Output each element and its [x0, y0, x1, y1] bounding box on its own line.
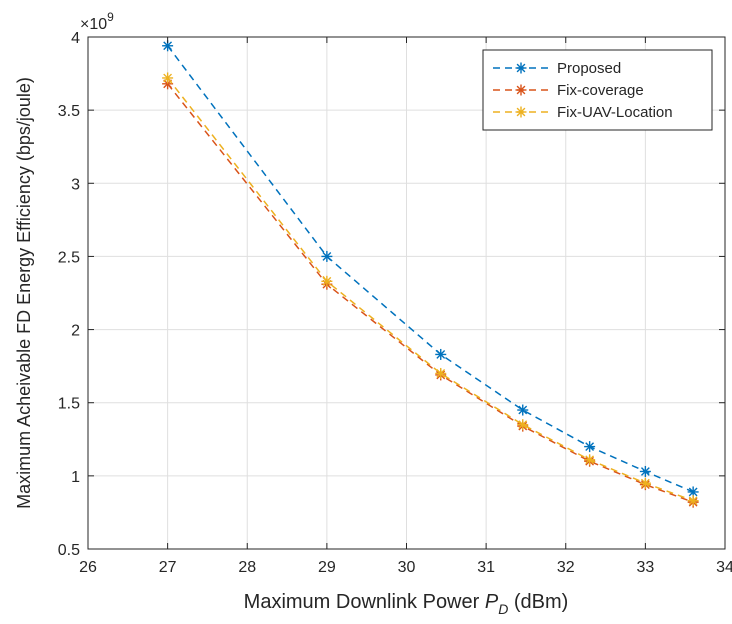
y-exponent-label: ×109	[80, 10, 114, 33]
x-tick-label: 29	[318, 559, 336, 576]
data-point-marker	[639, 465, 651, 477]
data-point-marker	[687, 495, 699, 507]
data-point-marker	[584, 441, 596, 453]
y-tick-label: 3	[71, 176, 80, 193]
marker-stroke	[436, 350, 446, 359]
marker-stroke	[163, 41, 173, 51]
data-point-marker	[321, 250, 333, 262]
marker-stroke	[585, 455, 595, 465]
series-layer	[162, 40, 699, 508]
y-tick-label: 0.5	[58, 542, 80, 559]
legend-label: Proposed	[557, 60, 621, 77]
legend-label: Fix-coverage	[557, 82, 644, 99]
legend-marker	[515, 106, 527, 118]
series-proposed	[162, 40, 699, 498]
x-axis-label-prefix: Maximum Downlink Power	[244, 591, 485, 613]
data-point-marker	[584, 454, 596, 466]
x-tick-label: 26	[79, 559, 97, 576]
x-axis-label-suffix: (dBm)	[508, 591, 568, 613]
y-tick-label: 2.5	[58, 249, 80, 266]
marker-stroke	[516, 85, 526, 95]
marker-stroke	[516, 107, 526, 117]
x-tick-label: 33	[636, 559, 654, 576]
y-tick-label: 3.5	[58, 103, 80, 120]
data-point-marker	[435, 348, 447, 360]
y-exponent-power: 9	[107, 10, 114, 24]
marker-stroke	[640, 467, 650, 476]
marker-stroke	[688, 496, 698, 506]
y-tick-label: 2	[71, 323, 80, 340]
data-point-marker	[517, 404, 529, 416]
marker-stroke	[518, 420, 528, 430]
data-point-marker	[435, 367, 447, 379]
y-tick-label: 1	[71, 469, 80, 486]
y-tick-label: 4	[71, 30, 80, 47]
tick-labels: 26 27 28 29 30 31 32 33 34 0.5 1 1.5 2 2.5 3 3.5 4	[58, 30, 732, 576]
x-axis-label-sub: D	[498, 601, 508, 617]
data-point-marker	[321, 275, 333, 287]
x-tick-label: 31	[477, 559, 495, 576]
x-tick-label: 32	[557, 559, 575, 576]
series-fix-uav-location	[162, 72, 699, 507]
marker-stroke	[585, 442, 595, 451]
marker-stroke	[163, 73, 173, 83]
x-tick-label: 27	[159, 559, 177, 576]
x-axis-label: Maximum Downlink Power PD (dBm)	[244, 591, 569, 617]
legend-marker	[515, 84, 527, 96]
marker-stroke	[640, 478, 650, 488]
data-point-marker	[517, 419, 529, 431]
marker-stroke	[436, 369, 446, 378]
data-point-marker	[162, 40, 174, 52]
data-point-marker	[639, 477, 651, 489]
marker-stroke	[322, 276, 332, 286]
legend-marker	[515, 62, 527, 74]
x-tick-label: 34	[716, 559, 732, 576]
x-tick-label: 30	[398, 559, 416, 576]
data-point-marker	[162, 72, 174, 84]
marker-stroke	[688, 487, 698, 497]
legend: Proposed Fix-coverage Fix-UAV-Location	[482, 49, 713, 131]
x-tick-label: 28	[238, 559, 256, 576]
marker-stroke	[516, 63, 526, 73]
y-tick-label: 1.5	[58, 396, 80, 413]
marker-stroke	[322, 252, 332, 261]
x-axis-label-var: P	[485, 591, 499, 613]
marker-stroke	[518, 405, 528, 415]
ticks	[87, 36, 726, 550]
legend-label: Fix-UAV-Location	[557, 104, 673, 121]
y-exponent-base: ×10	[80, 16, 107, 33]
y-axis-label: Maximum Acheivable FD Energy Efficiency …	[14, 77, 34, 509]
